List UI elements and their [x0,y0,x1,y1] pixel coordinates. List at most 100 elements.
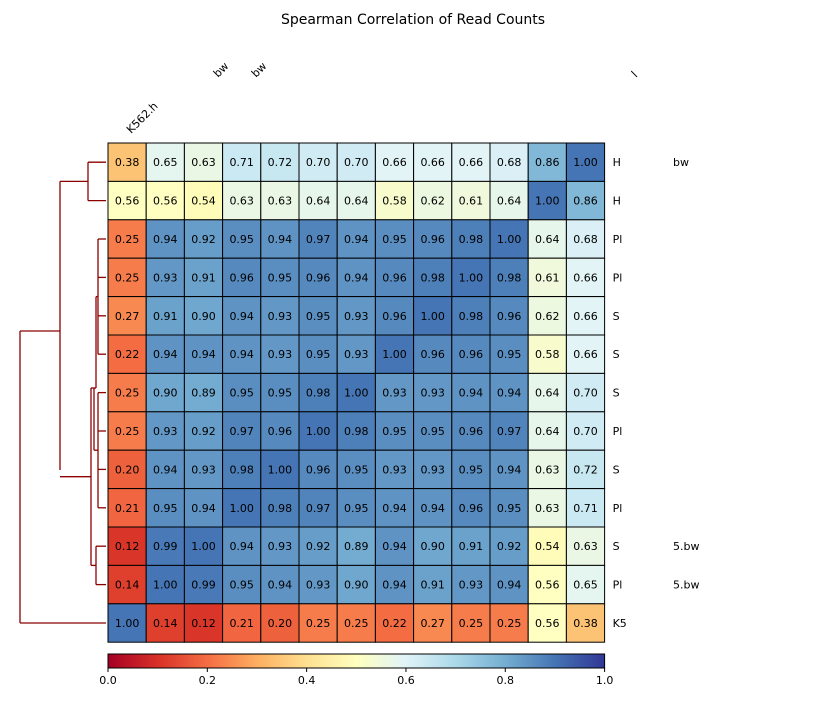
row-label: S [613,348,620,361]
cell-value-label: 0.70 [306,156,331,169]
cell-value-label: 0.95 [382,233,407,246]
cell-value-label: 0.96 [459,425,484,438]
cell-value-label: 0.93 [153,271,178,284]
heatmap-cell [451,296,491,336]
cell-value-label: 0.71 [573,502,598,515]
cell-value-label: 0.98 [306,387,331,400]
cell-value-label: 0.93 [268,348,293,361]
cell-value-label: 0.70 [573,425,598,438]
row-label-suffix: bw [673,156,689,169]
cell-value-label: 0.71 [229,156,254,169]
heatmap-cell [374,603,415,643]
cell-value-label: 0.94 [344,233,369,246]
cell-value-label: 0.93 [153,425,178,438]
cell-value-label: 0.64 [306,195,331,208]
cell-value-label: 0.64 [535,387,560,400]
cell-value-label: 0.95 [229,579,254,592]
heatmap-cell [183,411,224,451]
cell-value-label: 0.56 [115,195,140,208]
column-label: bw [211,60,231,80]
heatmap-cell [260,603,300,643]
heatmap-cell [336,180,376,221]
cell-value-label: 0.56 [153,195,178,208]
cell-value-label: 0.38 [115,156,140,169]
heatmap-cell [183,296,224,336]
cell-value-label: 0.93 [344,310,369,323]
heatmap-cell [260,564,300,605]
heatmap-cell [565,564,606,605]
cell-value-label: 0.95 [268,387,293,400]
heatmap-cell [374,411,415,451]
cell-value-label: 0.97 [306,233,331,246]
heatmap-cell [489,603,529,643]
heatmap-cell [336,296,376,336]
row-label-suffix: 5.bw [673,579,699,592]
cell-value-label: 0.64 [497,195,522,208]
heatmap-cell [107,526,147,566]
cell-value-label: 0.94 [497,387,522,400]
cell-value-label: 1.00 [115,617,140,630]
heatmap-cell [565,411,606,451]
heatmap-cell [527,180,567,221]
cell-value-label: 0.93 [420,387,445,400]
heatmap-cell [107,411,147,451]
cell-value-label: 0.93 [268,310,293,323]
heatmap-cell [145,334,185,374]
cell-value-label: 0.93 [306,579,331,592]
heatmap-cell [489,296,529,336]
heatmap-cell [565,372,606,413]
cell-value-label: 0.92 [306,540,331,553]
cell-value-label: 0.70 [344,156,369,169]
cell-value-label: 0.66 [382,156,407,169]
cell-value-label: 0.90 [344,579,369,592]
cell-value-label: 0.93 [459,579,484,592]
cell-value-label: 0.56 [535,617,560,630]
cell-value-label: 0.96 [497,310,522,323]
cell-value-label: 0.66 [573,271,598,284]
heatmap-cell [145,219,185,259]
cell-value-label: 0.95 [229,387,254,400]
cell-value-label: 0.91 [420,579,445,592]
heatmap-cell [183,449,224,490]
heatmap-cell [222,296,262,336]
heatmap-cell [565,526,606,566]
heatmap-cell [107,219,147,259]
cell-value-label: 0.98 [229,463,254,476]
heatmap-cell [451,449,491,490]
cell-value-label: 0.63 [535,502,560,515]
row-label: H [613,195,621,208]
heatmap-cell [527,564,567,605]
cell-value-label: 0.90 [153,387,178,400]
cell-value-label: 0.94 [229,348,254,361]
heatmap-cell [183,488,224,528]
cell-value-label: 0.22 [382,617,407,630]
cell-value-label: 0.94 [420,502,445,515]
cell-value-label: 0.94 [497,463,522,476]
cell-value-label: 0.90 [191,310,216,323]
colorbar-tick-label: 0.0 [99,674,117,687]
cell-value-label: 1.00 [268,463,293,476]
cell-value-label: 0.98 [420,271,445,284]
cell-value-label: 0.63 [535,463,560,476]
heatmap-cell [183,180,224,221]
cell-value-label: 0.25 [115,233,140,246]
cell-value-label: 0.62 [535,310,560,323]
cell-value-label: 1.00 [420,310,445,323]
cell-value-label: 0.21 [229,617,254,630]
cell-value-label: 0.93 [344,348,369,361]
heatmap-cell [107,603,147,643]
cell-value-label: 0.98 [497,271,522,284]
heatmap-cell [374,488,415,528]
heatmap-cell [489,488,529,528]
heatmap-cell [413,372,453,413]
cell-value-label: 0.68 [497,156,522,169]
heatmap-cell [145,603,185,643]
heatmap-cell [298,142,338,182]
cell-value-label: 0.94 [229,540,254,553]
heatmap-cell [222,603,262,643]
row-label-suffix: 5.bw [673,540,699,553]
heatmap-cell [183,219,224,259]
cell-value-label: 0.93 [268,540,293,553]
cell-value-label: 0.94 [191,348,216,361]
